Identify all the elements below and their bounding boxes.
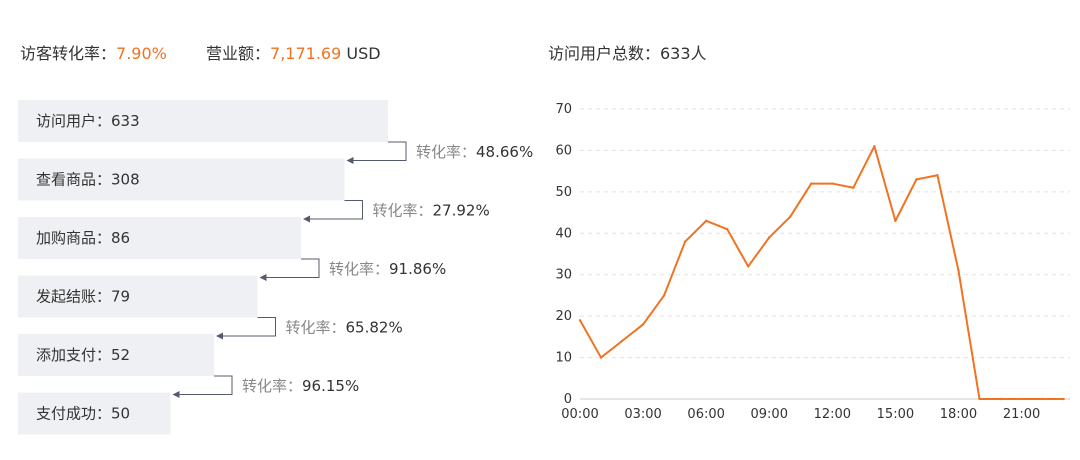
funnel-connector-3 bbox=[222, 317, 276, 337]
data-point-0100 bbox=[599, 356, 603, 359]
y-tick-label-40: 40 bbox=[555, 226, 572, 241]
funnel-connector-0 bbox=[352, 141, 407, 161]
funnel-bar-2 bbox=[18, 217, 301, 259]
funnel-connector-4 bbox=[178, 375, 233, 395]
x-tick-label-0300: 03:00 bbox=[624, 407, 661, 422]
data-point-0500 bbox=[683, 240, 687, 243]
conversion-label: 访客转化率： bbox=[20, 44, 117, 63]
data-point-1600 bbox=[915, 178, 918, 181]
data-point-2200 bbox=[1041, 397, 1044, 401]
data-point-1800 bbox=[957, 269, 960, 272]
data-point-0300 bbox=[641, 323, 645, 326]
funnel-bar-label-1: 查看商品：308 bbox=[36, 171, 140, 189]
revenue-value: 7,171.69 bbox=[270, 44, 342, 63]
data-point-0000 bbox=[578, 319, 582, 322]
funnel-arrowhead-4 bbox=[172, 391, 180, 398]
data-point-2000 bbox=[999, 397, 1002, 401]
data-point-0200 bbox=[620, 339, 624, 343]
funnel-connector-1 bbox=[309, 200, 363, 220]
x-tick-label-1200: 12:00 bbox=[814, 407, 851, 422]
data-point-2300 bbox=[1062, 397, 1065, 401]
funnel-bar-1 bbox=[18, 158, 345, 201]
funnel-bar-label-5: 支付成功：50 bbox=[36, 405, 130, 423]
funnel-rate-label-1: 转化率：27.92% bbox=[373, 202, 490, 220]
x-tick-label-0600: 06:00 bbox=[687, 407, 724, 422]
funnel-bar-label-3: 发起结账：79 bbox=[36, 288, 130, 306]
y-tick-label-60: 60 bbox=[555, 143, 572, 158]
data-point-1100 bbox=[810, 182, 813, 185]
y-tick-label-20: 20 bbox=[555, 309, 572, 324]
x-tick-label-0900: 09:00 bbox=[751, 407, 788, 422]
visitor-conversion-stat: 访客转化率：7.90% bbox=[20, 40, 167, 64]
funnel-rate-label-0: 转化率：48.66% bbox=[416, 143, 533, 161]
data-point-1900 bbox=[978, 397, 981, 401]
funnel-rate-label-2: 转化率：91.86% bbox=[329, 260, 446, 278]
revenue-label: 营业额： bbox=[206, 44, 271, 63]
y-tick-label-50: 50 bbox=[555, 185, 572, 200]
funnel-rate-label-4: 转化率：96.15% bbox=[242, 377, 359, 395]
y-tick-label-0: 0 bbox=[564, 392, 572, 407]
data-point-1200 bbox=[831, 182, 834, 185]
data-point-0700 bbox=[725, 227, 729, 231]
revenue-stat: 营业额：7,171.69 USD bbox=[206, 40, 381, 64]
data-point-0800 bbox=[747, 265, 750, 268]
funnel-bar-label-0: 访问用户：633 bbox=[36, 112, 140, 130]
y-tick-label-70: 70 bbox=[555, 102, 572, 117]
x-tick-label-1800: 18:00 bbox=[940, 407, 977, 422]
data-point-1300 bbox=[852, 186, 855, 189]
data-point-1400 bbox=[873, 145, 876, 148]
funnel-connector-2 bbox=[265, 258, 320, 278]
funnel-arrowhead-0 bbox=[346, 157, 354, 164]
series-line-0 bbox=[579, 145, 1064, 400]
revenue-unit: USD bbox=[341, 44, 381, 63]
conversion-funnel: 访问用户：633 查看商品：308 加购商品：86 发起结账：79 添加支付：52 支付成… bbox=[18, 100, 533, 435]
funnel-bar-label-4: 添加支付：52 bbox=[36, 346, 130, 364]
funnel-bar-label-2: 加购商品：86 bbox=[36, 229, 130, 247]
data-point-0600 bbox=[704, 219, 708, 223]
funnel-bar-5 bbox=[18, 392, 171, 435]
funnel-bar-3 bbox=[18, 275, 258, 318]
funnel-bar-0 bbox=[18, 100, 388, 142]
funnel-arrowhead-3 bbox=[216, 332, 223, 340]
x-tick-label-1500: 15:00 bbox=[877, 407, 914, 422]
x-tick-label-2100: 21:00 bbox=[1003, 407, 1040, 422]
x-tick-label-0000: 00:00 bbox=[561, 407, 598, 422]
data-point-0900 bbox=[768, 236, 771, 239]
conversion-value: 7.90% bbox=[116, 44, 167, 63]
y-tick-label-30: 30 bbox=[555, 268, 572, 283]
funnel-rate-label-3: 转化率：65.82% bbox=[286, 319, 403, 337]
data-point-1500 bbox=[894, 219, 897, 223]
funnel-arrowhead-2 bbox=[259, 274, 267, 281]
data-point-1000 bbox=[789, 215, 792, 218]
y-tick-label-10: 10 bbox=[555, 351, 572, 366]
funnel-bar-4 bbox=[18, 334, 214, 376]
data-point-0400 bbox=[662, 294, 666, 297]
total-visitors-stat: 访问用户总数：633人 bbox=[548, 44, 707, 63]
data-point-1700 bbox=[936, 174, 939, 177]
funnel-arrowhead-1 bbox=[303, 215, 310, 223]
data-point-2100 bbox=[1020, 397, 1023, 401]
